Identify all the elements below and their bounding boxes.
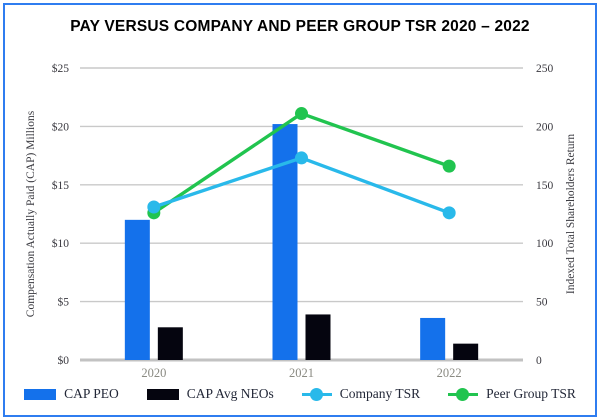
axis-tick-labels: $0 $5 $10 $15 $20 $25 0 50 100 150 200 250	[52, 62, 554, 367]
bar-cap-peo-2020	[124, 219, 150, 360]
left-axis-tick: $10	[52, 237, 70, 250]
legend-item-cap-avg-neos: CAP Avg NEOs	[146, 386, 274, 402]
marker-company-tsr-2021	[295, 151, 308, 165]
left-axis-tick: $20	[52, 120, 70, 133]
right-axis-tick: 150	[536, 180, 554, 192]
legend-item-peer-group-tsr: Peer Group TSR	[448, 386, 576, 402]
legend-swatch-line-marker-icon	[301, 387, 332, 401]
left-axis-tick: $15	[52, 179, 70, 192]
legend-label: Peer Group TSR	[486, 386, 576, 401]
legend-dot-icon	[309, 387, 323, 401]
bars-cap-avg-neos	[157, 314, 479, 360]
left-axis-tick: $25	[52, 62, 70, 75]
right-axis-tick: 50	[536, 297, 548, 309]
bar-cap-peo-2022	[420, 317, 446, 360]
line-peer-group-tsr	[147, 107, 456, 220]
legend-label: CAP Avg NEOs	[186, 386, 274, 401]
category-labels: 2020 2021 2022	[141, 366, 461, 380]
gridlines	[80, 67, 523, 362]
right-axis-tick: 200	[536, 121, 554, 133]
category-label-2020: 2020	[141, 366, 166, 380]
legend-swatch-rect-icon	[24, 388, 57, 400]
legend-item-company-tsr: Company TSR	[301, 386, 421, 402]
right-axis-tick: 250	[536, 63, 554, 75]
bar-cap-avg-neos-2022	[453, 343, 479, 360]
marker-company-tsr-2022	[442, 206, 456, 220]
line-company-tsr	[147, 151, 456, 220]
chart-title: PAY VERSUS COMPANY AND PEER GROUP TSR 20…	[70, 18, 530, 35]
left-axis-tick: $0	[58, 354, 70, 367]
legend-item-cap-peo: CAP PEO	[24, 386, 119, 402]
marker-peer-group-tsr-2022	[442, 159, 456, 173]
marker-peer-group-tsr-2021	[295, 107, 308, 121]
right-axis-tick: 100	[536, 238, 554, 250]
category-label-2022: 2022	[437, 366, 462, 380]
chart-legend: CAP PEO CAP Avg NEOs Company TSR Peer Group…	[0, 386, 600, 402]
right-axis-tick: 0	[536, 355, 542, 367]
left-axis-title: Compensation Actually Paid (CAP) Million…	[25, 110, 37, 318]
legend-swatch-line-marker-icon	[448, 387, 479, 401]
legend-dot-icon	[456, 387, 470, 401]
marker-company-tsr-2020	[147, 200, 161, 214]
bar-cap-avg-neos-2021	[305, 314, 331, 360]
category-label-2021: 2021	[289, 366, 314, 380]
left-axis-tick: $5	[58, 296, 70, 309]
legend-label: CAP PEO	[64, 386, 119, 401]
bar-cap-avg-neos-2020	[157, 327, 183, 360]
bars-cap-peo	[124, 124, 446, 361]
right-axis-title: Indexed Total Shareholders Return	[565, 133, 577, 295]
legend-label: Company TSR	[339, 386, 421, 401]
legend-swatch-rect-icon	[146, 388, 179, 400]
